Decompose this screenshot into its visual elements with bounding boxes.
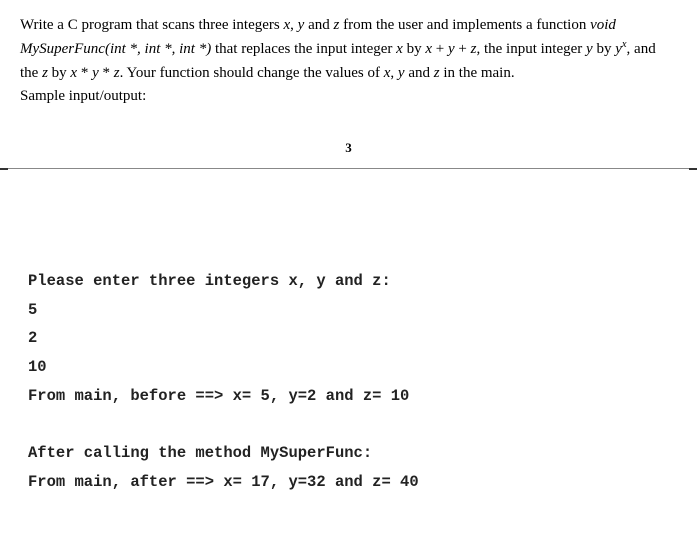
code-line: Please enter three integers x, y and z:: [28, 272, 391, 290]
code-line: From main, before ==> x= 5, y=2 and z= 1…: [28, 387, 409, 405]
text-segment: by: [48, 65, 67, 81]
code-line: 10: [28, 358, 47, 376]
text-segment: in the main.: [440, 65, 515, 81]
var-x: x: [396, 41, 403, 57]
text-segment: by: [403, 41, 426, 57]
var-y: y: [92, 65, 99, 81]
text-segment: by: [593, 41, 616, 57]
text-segment: Write a C program that scans three integ…: [20, 17, 283, 33]
text-segment: , the input integer: [476, 41, 586, 57]
code-line: From main, after ==> x= 17, y=32 and z= …: [28, 473, 419, 491]
text-segment: +: [455, 41, 471, 57]
text-segment: ,: [290, 17, 298, 33]
sample-output: Please enter three integers x, y and z: …: [0, 169, 697, 506]
text-segment: . Your function should change the values…: [120, 65, 384, 81]
text-segment: *: [77, 65, 92, 81]
sample-io-label: Sample input/output:: [20, 88, 146, 104]
question-text: Write a C program that scans three integ…: [0, 0, 697, 118]
text-segment: from the user and: [339, 17, 448, 33]
text-segment: +: [432, 41, 448, 57]
section-divider: [0, 168, 697, 169]
text-segment: *: [99, 65, 114, 81]
code-line: After calling the method MySuperFunc:: [28, 444, 372, 462]
text-segment: the input integer: [294, 41, 396, 57]
code-line: 2: [28, 329, 37, 347]
text-segment: and: [304, 17, 333, 33]
text-segment: implements a function: [452, 17, 590, 33]
text-segment: that replaces: [211, 41, 290, 57]
page-number: 3: [0, 118, 697, 168]
var-y: y: [448, 41, 455, 57]
text-segment: and: [405, 65, 434, 81]
code-line: 5: [28, 301, 37, 319]
var-y: y: [586, 41, 593, 57]
var-y: y: [398, 65, 405, 81]
text-segment: ,: [390, 65, 398, 81]
var-y: y: [615, 41, 622, 57]
var-x: x: [425, 41, 432, 57]
